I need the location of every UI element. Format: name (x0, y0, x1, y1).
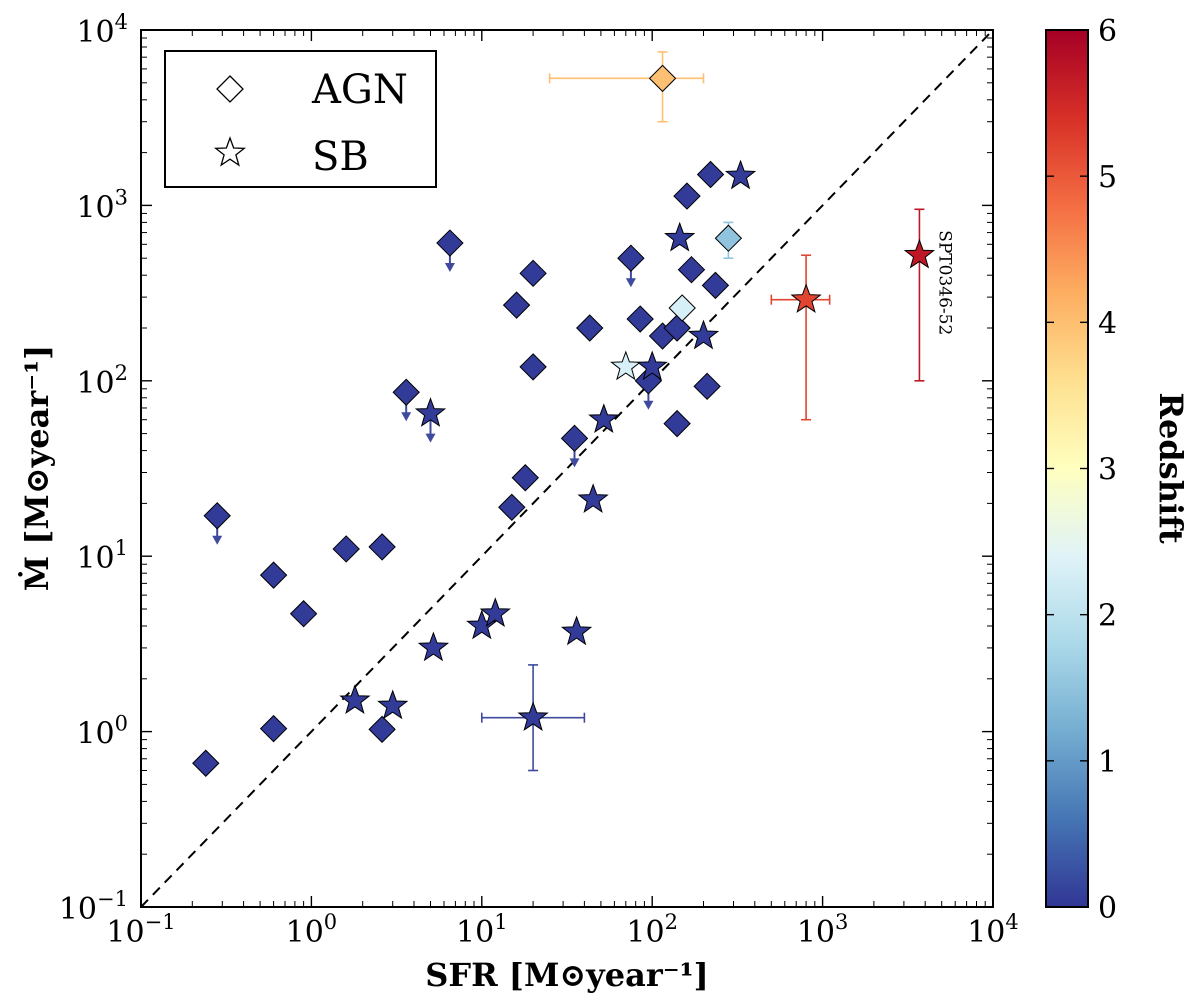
sb-point (610, 350, 642, 381)
y-tick-label: 10−1 (59, 887, 128, 927)
y-tick-label: 100 (76, 712, 128, 752)
x-axis-label: SFR [M⊙year⁻¹] (425, 956, 709, 994)
colorbar-label: Redshift (1152, 392, 1190, 544)
colorbar-tick-label: 2 (1098, 599, 1117, 634)
legend-diamond-marker (216, 75, 244, 103)
agn-point (519, 353, 547, 381)
agn-point (332, 535, 360, 563)
y-tick-label: 103 (76, 185, 128, 225)
agn-point (502, 291, 531, 319)
agn-point (203, 502, 231, 530)
legend-label-sb: SB (312, 134, 369, 180)
agn-point (617, 244, 645, 272)
x-tick-label: 100 (286, 910, 338, 950)
legend-label-agn: AGN (311, 67, 408, 113)
y-tick-labels: 10−1 100 101 102 103 104 (59, 10, 128, 927)
agn-point (677, 255, 706, 284)
agn-point (648, 64, 677, 93)
agn-point (368, 715, 396, 744)
sb-point (724, 159, 757, 190)
spt0346-annotation: SPT0346-52 (934, 230, 954, 335)
y-tick-label: 102 (76, 361, 128, 401)
sb-point (577, 483, 609, 514)
agn-point (436, 229, 464, 257)
colorbar-tick-label: 0 (1098, 891, 1117, 926)
legend: AGN SB (164, 50, 437, 188)
agn-point (626, 305, 654, 333)
upper-limit-arrowhead (212, 535, 223, 545)
agn-point (714, 224, 743, 252)
upper-limit-arrowhead (625, 278, 636, 288)
agn-point (663, 314, 691, 342)
colorbar-tick-label: 6 (1098, 14, 1117, 49)
colorbar-tick-label: 5 (1098, 160, 1117, 195)
agn-point (259, 561, 288, 589)
legend-box (164, 50, 437, 188)
sb-point (560, 615, 593, 646)
sb-point (588, 403, 620, 434)
y-tick-label: 104 (76, 10, 128, 50)
colorbar-ticks: 0 1 2 3 4 5 6 (1046, 14, 1117, 926)
upper-limit-arrowhead (401, 412, 412, 422)
agn-point (498, 493, 526, 522)
agn-point (696, 160, 725, 189)
agn-point (576, 314, 604, 342)
x-tick-label: 103 (797, 910, 849, 950)
x-tick-label: 10−1 (106, 910, 175, 950)
agn-point (673, 182, 701, 210)
agn-point (289, 600, 318, 628)
legend-star-marker (213, 136, 247, 167)
plot-frame (140, 29, 994, 908)
agn-point (368, 533, 396, 561)
sb-point (479, 597, 511, 628)
upper-limit-arrowhead (569, 458, 580, 468)
sb-point (636, 350, 668, 381)
x-tick-label: 102 (626, 910, 678, 950)
agn-point (192, 749, 220, 777)
sb-point (687, 319, 720, 350)
y-axis-label: Ṁ [M⊙year⁻¹] (18, 345, 56, 592)
y-tick-label: 101 (76, 536, 128, 576)
upper-limit-arrowhead (643, 400, 654, 410)
colorbar-tick-label: 3 (1098, 453, 1117, 488)
x-tick-label: 101 (456, 910, 508, 950)
sb-point (903, 238, 936, 269)
colorbar-tick-label: 4 (1098, 306, 1117, 341)
colorbar-tick-label: 1 (1098, 745, 1117, 780)
sb-point (339, 684, 371, 715)
agn-point (259, 714, 288, 743)
sb-point (790, 283, 822, 314)
agn-point (511, 464, 540, 492)
agn-point (392, 378, 420, 406)
agn-point (560, 424, 589, 453)
sb-point (417, 631, 450, 662)
agn-point (519, 259, 547, 288)
upper-limit-arrowhead (425, 433, 436, 443)
upper-limit-arrowhead (444, 263, 455, 273)
agn-point (701, 271, 730, 300)
agn-point (693, 372, 721, 401)
sb-point (377, 689, 409, 720)
x-tick-label: 104 (967, 910, 1019, 950)
sb-point (517, 701, 549, 732)
agn-point (668, 294, 696, 322)
agn-point (663, 409, 691, 438)
sb-point (414, 397, 447, 427)
colorbar: 0 1 2 3 4 5 6 Redshift (1045, 14, 1190, 926)
x-tick-labels: 10−1 100 101 102 103 104 (106, 910, 1018, 950)
sb-point (664, 221, 696, 252)
data-markers (192, 64, 936, 777)
